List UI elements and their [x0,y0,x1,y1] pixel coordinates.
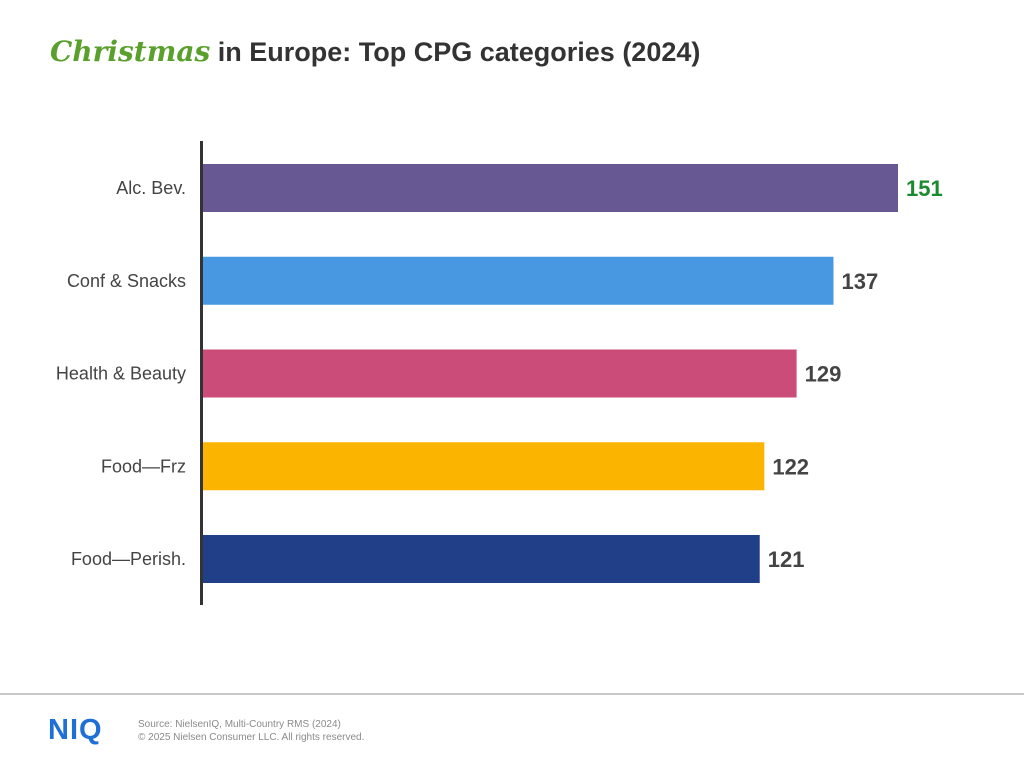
bar-1 [202,256,834,305]
niq-logo: NIQ [48,714,103,746]
category-label-1: Conf & Snacks [67,271,186,291]
bar-0 [202,164,898,212]
bar-chart: Alc. Bev. 151 Conf & Snacks 137 Health & Bea… [56,141,943,605]
bar-4 [202,535,760,583]
bar-3 [202,442,765,491]
value-label-3: 122 [772,454,809,479]
value-label-1: 137 [841,269,878,294]
value-label-0: 151 [906,176,943,201]
value-label-2: 129 [805,362,842,387]
source-note: Source: NielsenIQ, Multi-Country RMS (20… [138,718,364,744]
footer-divider [0,693,1024,695]
title-rest: in Europe: Top CPG categories (2024) [210,37,701,67]
category-label-3: Food—Frz [101,456,186,476]
source-text: Source: NielsenIQ, Multi-Country RMS (20… [138,719,341,730]
chart-title: Christmas in Europe: Top CPG categories … [50,32,700,72]
category-label-2: Health & Beauty [56,364,186,384]
category-label-4: Food—Perish. [71,549,186,569]
value-label-4: 121 [768,547,805,572]
copyright-text: © 2025 Nielsen Consumer LLC. All rights … [138,732,365,743]
bar-2 [202,349,797,398]
title-accent: Christmas [50,35,211,68]
category-label-0: Alc. Bev. [116,178,186,198]
